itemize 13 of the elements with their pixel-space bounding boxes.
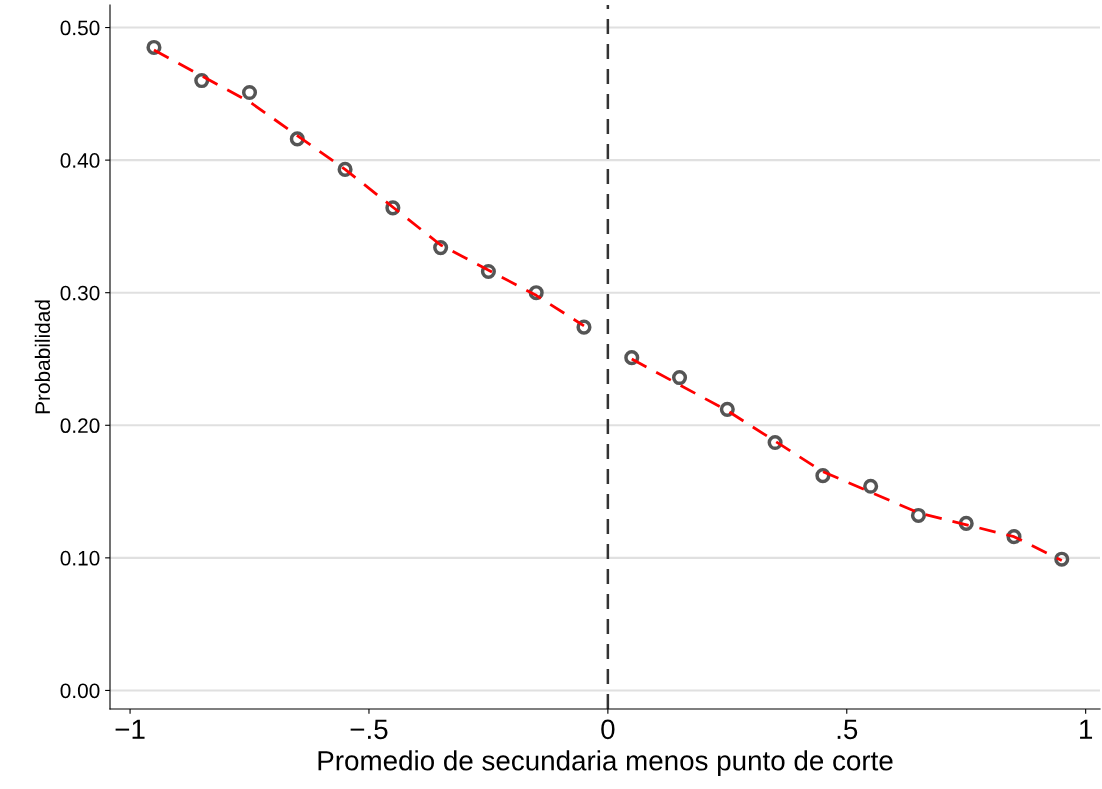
x-tick-label: 0 [601,719,615,740]
x-tick-label: .5 [837,719,858,740]
y-tick-label: 0.30 [60,285,100,301]
x-axis-title: Promedio de secundaria menos punto de corte [318,750,893,777]
y-tick-label: 0.20 [60,418,100,434]
y-tick-label: 0.50 [60,20,100,36]
y-tick-label: 0.40 [60,153,100,168]
x-tick-label: −1 [115,719,145,739]
y-tick-label: 0.10 [60,550,100,566]
x-tick-label: −.5 [350,719,388,740]
x-tick-label: 1 [1080,719,1093,739]
y-axis-title: Probabilidad [34,300,51,414]
y-tick-label: 0.00 [60,683,100,699]
